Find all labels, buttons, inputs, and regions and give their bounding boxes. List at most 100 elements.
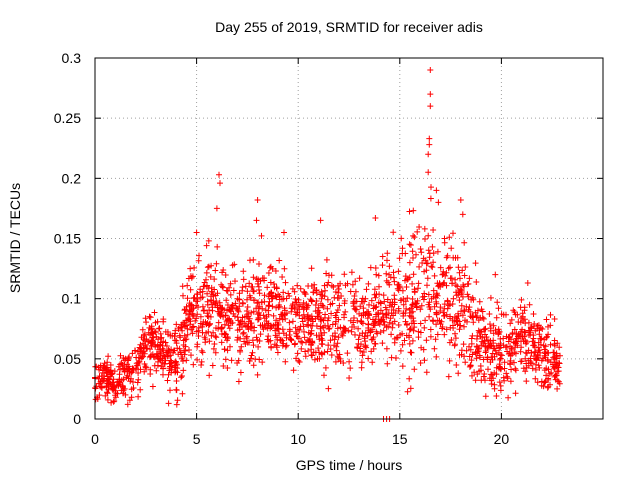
data-point [406, 332, 412, 339]
data-point [216, 312, 223, 318]
data-point [101, 360, 108, 367]
data-point [464, 318, 470, 325]
data-point [449, 301, 456, 307]
data-point [173, 321, 180, 328]
data-point [328, 282, 335, 289]
data-point [240, 300, 246, 307]
data-point [151, 362, 158, 369]
data-point [425, 232, 432, 239]
data-point [475, 317, 482, 324]
data-point [313, 323, 320, 329]
data-point [160, 347, 167, 354]
data-point [333, 347, 340, 354]
data-point [443, 269, 450, 276]
data-point [487, 325, 494, 332]
data-point [391, 296, 398, 303]
data-point [472, 349, 479, 356]
data-point [97, 378, 104, 385]
data-point [204, 290, 211, 297]
data-point [428, 184, 434, 191]
data-point [485, 366, 491, 373]
data-point [458, 308, 464, 315]
data-point [127, 378, 134, 385]
data-point [318, 330, 324, 336]
data-point [418, 344, 425, 351]
data-point [232, 278, 238, 285]
data-point [227, 280, 234, 287]
data-point [207, 273, 214, 280]
y-tick-label: 0.05 [54, 351, 81, 367]
data-point [415, 328, 422, 335]
data-point [535, 339, 542, 346]
data-point [487, 359, 494, 366]
data-point [244, 339, 251, 346]
data-point [422, 257, 429, 264]
data-point [335, 286, 342, 292]
data-point [252, 356, 259, 363]
data-point [219, 283, 226, 290]
data-point [422, 236, 428, 242]
data-point [261, 277, 268, 284]
data-point [390, 229, 397, 236]
data-point [507, 378, 514, 385]
data-point [337, 324, 344, 331]
data-point [126, 370, 133, 377]
data-point [160, 338, 167, 345]
data-point [281, 229, 287, 236]
data-point [220, 313, 227, 320]
data-point [406, 312, 413, 319]
data-point [482, 331, 488, 338]
data-point [202, 339, 209, 346]
data-point [167, 357, 174, 364]
data-point [386, 281, 393, 288]
data-point [235, 317, 242, 324]
data-point [203, 242, 210, 249]
data-point [265, 270, 272, 276]
data-point [212, 301, 219, 308]
data-point [524, 350, 530, 357]
data-point [476, 368, 483, 375]
x-tick-label: 20 [494, 431, 510, 447]
data-point [457, 197, 464, 203]
data-point [421, 324, 428, 331]
data-point [417, 306, 424, 313]
data-point [286, 319, 293, 326]
data-point [147, 346, 153, 353]
data-point [469, 372, 475, 379]
data-point [293, 329, 299, 335]
data-point [446, 357, 453, 364]
data-point [218, 339, 225, 346]
data-point [297, 285, 304, 292]
data-point [420, 296, 427, 303]
data-point [452, 330, 458, 337]
data-point [349, 324, 355, 330]
data-point [407, 385, 414, 392]
data-point [197, 294, 204, 301]
data-point [422, 317, 429, 324]
data-point [427, 195, 434, 202]
data-point [437, 304, 444, 311]
data-point [480, 315, 487, 322]
data-point [256, 261, 262, 267]
data-point [204, 298, 211, 305]
data-point [461, 307, 468, 314]
data-point [526, 301, 533, 308]
data-point [396, 255, 403, 262]
data-point [395, 305, 402, 312]
data-point [497, 387, 504, 394]
data-point [372, 215, 379, 221]
data-point [459, 211, 466, 218]
data-point [418, 249, 425, 256]
data-point [198, 358, 205, 365]
data-point [175, 325, 182, 332]
data-point [509, 331, 516, 338]
data-point [199, 323, 206, 330]
data-point [426, 299, 433, 306]
data-point [275, 326, 282, 333]
data-point [308, 330, 315, 337]
data-point [174, 397, 181, 404]
data-point [191, 264, 198, 271]
data-point [518, 358, 525, 365]
data-point [411, 288, 418, 295]
data-point [165, 400, 172, 407]
